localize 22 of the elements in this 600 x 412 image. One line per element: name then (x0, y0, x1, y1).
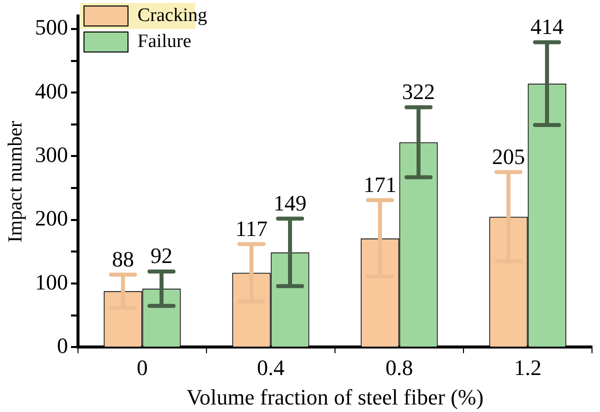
y-tick-label: 300 (35, 142, 68, 168)
x-axis-title: Volume fraction of steel fiber (%) (186, 384, 484, 410)
y-tick-label: 100 (35, 269, 68, 294)
data-label: 205 (492, 144, 525, 169)
y-axis-title: Impact number (4, 120, 26, 243)
data-label: 322 (402, 79, 436, 104)
legend-label: Failure (138, 30, 192, 52)
x-tick-label: 0 (136, 355, 148, 380)
data-label: 117 (235, 216, 268, 241)
x-tick-label: 1.2 (514, 355, 542, 380)
y-tick-label: 200 (35, 206, 68, 231)
data-label: 149 (274, 190, 307, 216)
x-tick-label: 0.4 (257, 355, 284, 380)
data-label: 414 (530, 14, 564, 40)
legend-label: Cracking (138, 4, 208, 26)
y-tick-label: 400 (35, 78, 68, 104)
x-tick-label: 0.8 (386, 355, 413, 380)
data-label: 171 (363, 172, 396, 197)
y-tick-label: 500 (35, 14, 68, 40)
y-tick-label: 0 (57, 332, 68, 358)
data-label: 92 (150, 243, 173, 268)
data-label: 88 (112, 246, 134, 272)
